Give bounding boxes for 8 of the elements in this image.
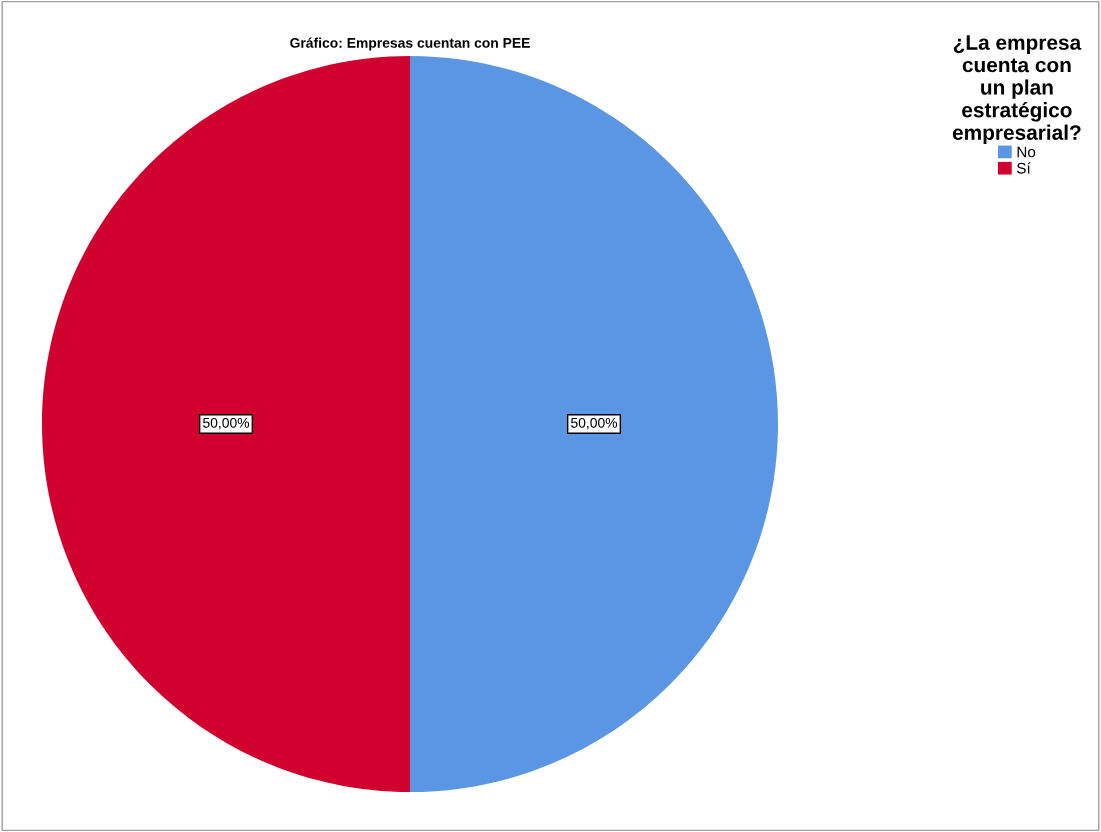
pie-slice (42, 56, 410, 792)
pie-slice (410, 56, 778, 792)
chart-title: Gráfico: Empresas cuentan con PEE (290, 37, 530, 51)
legend-label: Sí (1016, 162, 1031, 174)
data-label: 50,00% (203, 417, 250, 430)
data-label: 50,00% (571, 417, 618, 430)
legend-label: No (1017, 146, 1036, 158)
legend-title: ¿La empresa cuenta con un plan estratégico empresarial? (952, 35, 1082, 145)
